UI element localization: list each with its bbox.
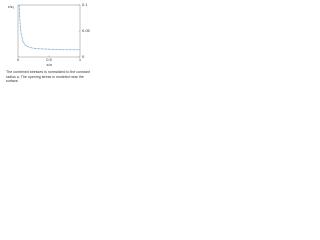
page: {"chart_data": {"type": "line", "ylabel"… bbox=[0, 0, 100, 107]
chart: ε/ε₀ x/a 0 0.05 0.1 0 0.5 1 bbox=[8, 2, 91, 67]
y-axis-label: ε/ε₀ bbox=[8, 4, 15, 9]
y-tick-label: 0 bbox=[82, 54, 85, 59]
x-tick-label: 1 bbox=[79, 57, 82, 62]
x-tick-label: 0 bbox=[17, 57, 20, 62]
data-line bbox=[18, 4, 80, 51]
y-tick-label: 0.1 bbox=[82, 2, 88, 7]
x-tick-label: 0.5 bbox=[46, 57, 52, 62]
plot-frame bbox=[17, 4, 81, 58]
x-axis-label: x/a bbox=[46, 62, 52, 67]
caption: The combined stresses is normalized to t… bbox=[6, 70, 90, 84]
y-tick-label: 0.05 bbox=[82, 28, 91, 33]
